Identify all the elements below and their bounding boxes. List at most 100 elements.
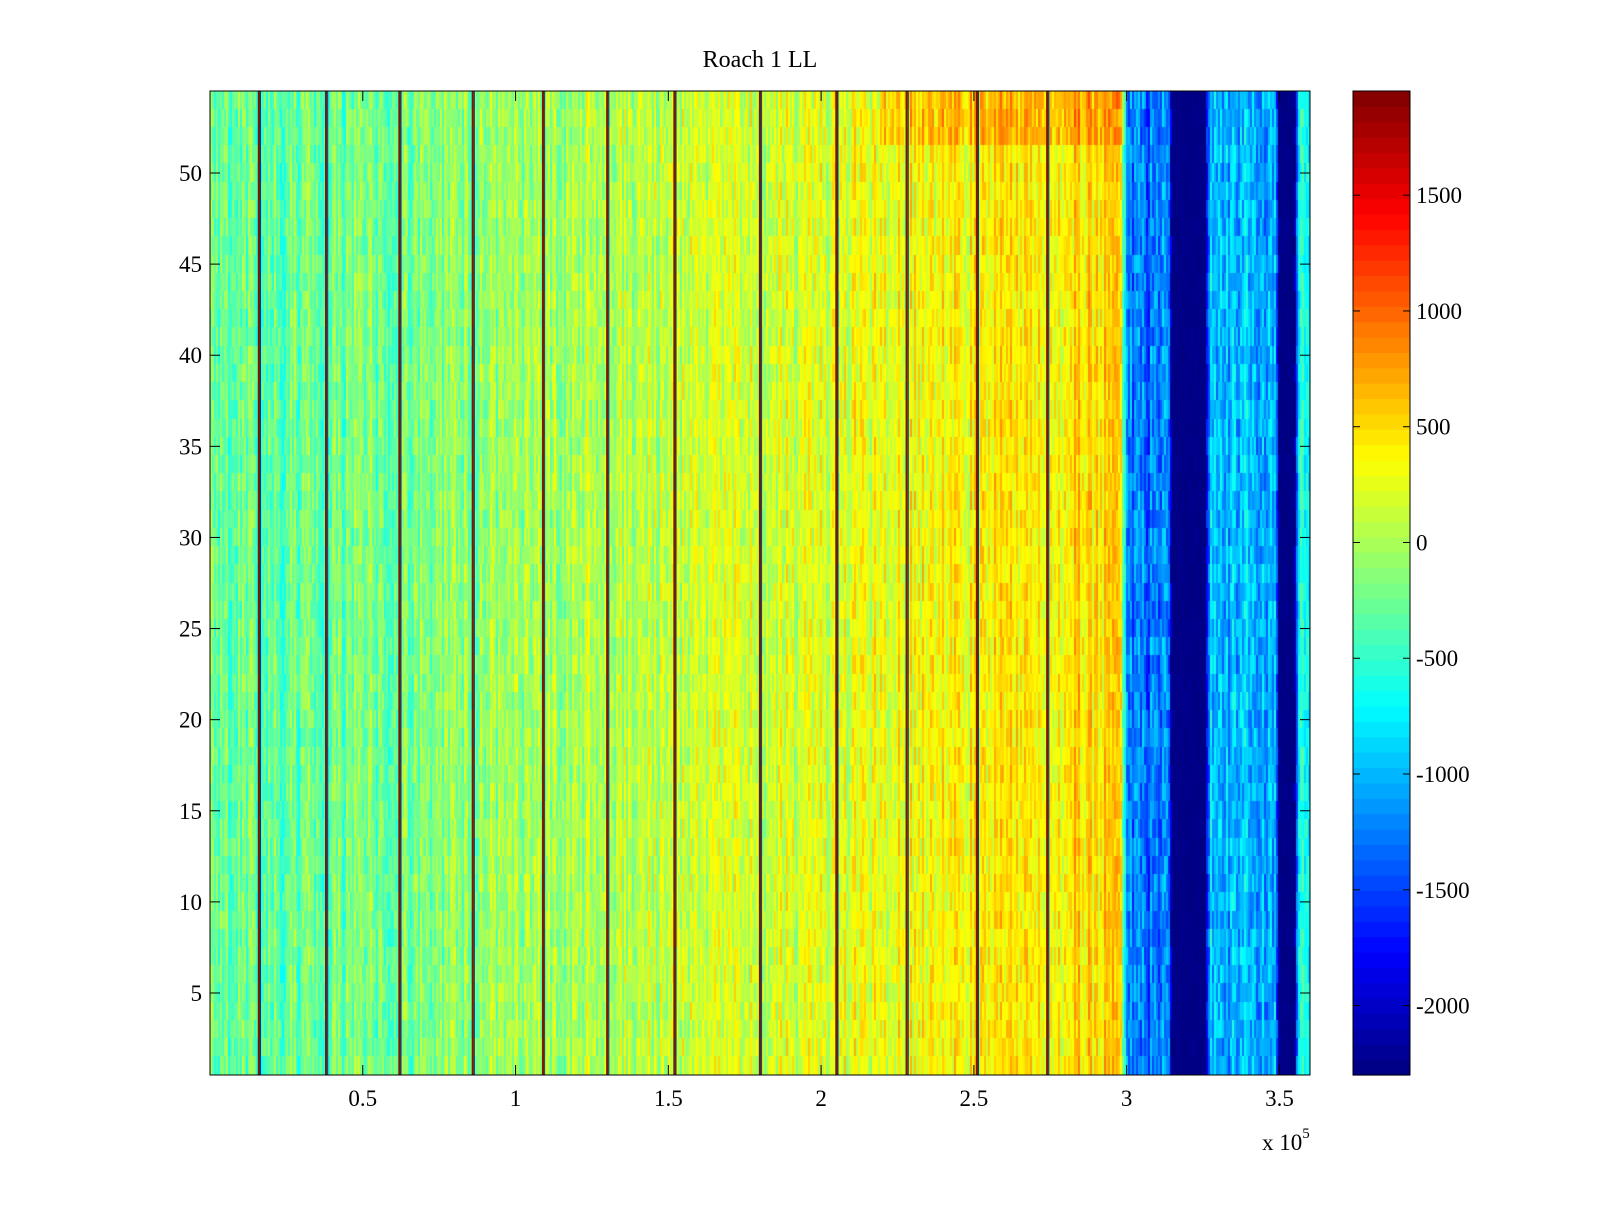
axes-frame [209, 90, 1311, 1076]
colorbar-segment [1353, 506, 1410, 523]
colorbar-segment [1353, 167, 1410, 184]
y-tick-label: 10 [179, 890, 202, 915]
colorbar-segment [1353, 675, 1410, 692]
x-axis-multiplier: x 105 [1262, 1126, 1310, 1155]
colorbar-segment [1353, 982, 1410, 999]
colorbar-segment [1353, 936, 1410, 953]
colorbar-tick-label: 1000 [1416, 299, 1462, 324]
vertical-high-lines [257, 91, 1050, 1075]
y-tick-label: 50 [179, 161, 202, 186]
colorbar-segment [1353, 998, 1410, 1015]
colorbar-tick-label: 0 [1416, 530, 1428, 555]
x-axis-multiplier-exponent: 5 [1302, 1126, 1310, 1142]
colorbar-segment [1353, 829, 1410, 845]
colorbar-segment [1353, 659, 1410, 676]
colorbar-tick-label: -2000 [1416, 994, 1470, 1019]
colorbar-frame [1352, 90, 1411, 1076]
y-tick-label: 25 [179, 617, 202, 642]
colorbar [1353, 91, 1410, 1076]
colorbar-segment [1353, 367, 1410, 384]
colorbar-segment [1353, 690, 1410, 707]
colorbar-segment [1353, 275, 1410, 292]
colorbar-segment [1353, 598, 1410, 615]
colorbar-segment [1353, 306, 1410, 323]
colorbar-segment [1353, 921, 1410, 938]
colorbar-segment [1353, 413, 1410, 430]
colorbar-segment [1353, 736, 1410, 753]
colorbar-segment [1353, 460, 1410, 476]
x-tick-label: 2 [815, 1086, 827, 1111]
colorbar-segment [1353, 859, 1410, 876]
x-axis-ticks: 0.5 1 1.5 2 2.5 3 3.5 [348, 91, 1294, 1111]
colorbar-segment [1353, 767, 1410, 784]
colorbar-segment [1353, 229, 1410, 246]
y-tick-label: 35 [179, 434, 202, 459]
x-tick-label: 0.5 [348, 1086, 377, 1111]
colorbar-tick-label: 500 [1416, 415, 1451, 440]
colorbar-segment [1353, 875, 1410, 892]
colorbar-segment [1353, 536, 1410, 553]
chart-title: Roach 1 LL [703, 47, 818, 73]
colorbar-segment [1353, 521, 1410, 538]
colorbar-segment [1353, 552, 1410, 569]
colorbar-segment [1353, 260, 1410, 277]
x-tick-label: 3.5 [1265, 1086, 1294, 1111]
colorbar-segment [1353, 444, 1410, 461]
colorbar-segment [1353, 629, 1410, 646]
colorbar-segment [1353, 721, 1410, 738]
colorbar-segment [1353, 752, 1410, 769]
colorbar-segment [1353, 798, 1410, 815]
colorbar-segment [1353, 398, 1410, 415]
y-tick-label: 45 [179, 252, 202, 277]
colorbar-segment [1353, 106, 1410, 123]
x-tick-label: 3 [1121, 1086, 1133, 1111]
colorbar-segment [1353, 321, 1410, 338]
x-axis-multiplier-base: x 10 [1262, 1130, 1302, 1155]
colorbar-segment [1353, 352, 1410, 369]
colorbar-segment [1353, 644, 1410, 661]
colorbar-segment [1353, 121, 1410, 138]
colorbar-segment [1353, 475, 1410, 492]
colorbar-segment [1353, 952, 1410, 968]
colorbar-tick-label: -1500 [1416, 878, 1470, 903]
colorbar-segment [1353, 214, 1410, 230]
colorbar-segment [1353, 383, 1410, 400]
colorbar-segment [1353, 613, 1410, 630]
y-axis-ticks: 5 10 15 20 25 30 35 40 45 50 [179, 161, 1310, 1006]
colorbar-segment [1353, 137, 1410, 154]
y-tick-label: 20 [179, 708, 202, 733]
colorbar-segment [1353, 706, 1410, 722]
colorbar-segment [1353, 490, 1410, 507]
colorbar-segment [1353, 1013, 1410, 1030]
colorbar-segment [1353, 290, 1410, 307]
y-tick-label: 15 [179, 799, 202, 824]
colorbar-segment [1353, 183, 1410, 200]
colorbar-segment [1353, 91, 1410, 107]
x-tick-label: 1 [510, 1086, 522, 1111]
colorbar-tick-label: -500 [1416, 646, 1458, 671]
colorbar-tick-label: -1000 [1416, 762, 1470, 787]
colorbar-segment [1353, 905, 1410, 922]
colorbar-segment [1353, 244, 1410, 261]
colorbar-ticks: -2000 -1500 -1000 -500 0 500 1000 1500 [1353, 183, 1470, 1019]
colorbar-segment [1353, 782, 1410, 799]
colorbar-segment [1353, 844, 1410, 861]
y-tick-label: 5 [191, 981, 203, 1006]
y-tick-label: 30 [179, 525, 202, 550]
x-tick-label: 2.5 [960, 1086, 989, 1111]
colorbar-segment [1353, 967, 1410, 984]
x-tick-label: 1.5 [654, 1086, 683, 1111]
colorbar-segment [1353, 1028, 1410, 1045]
colorbar-segment [1353, 1059, 1410, 1076]
colorbar-tick-label: 1500 [1416, 183, 1462, 208]
colorbar-segment [1353, 429, 1410, 446]
colorbar-segment [1353, 890, 1410, 907]
colorbar-segment [1353, 1044, 1410, 1061]
colorbar-segment [1353, 198, 1410, 215]
colorbar-segment [1353, 337, 1410, 353]
colorbar-segment [1353, 813, 1410, 830]
colorbar-segment [1353, 567, 1410, 584]
colorbar-segment [1353, 152, 1410, 169]
